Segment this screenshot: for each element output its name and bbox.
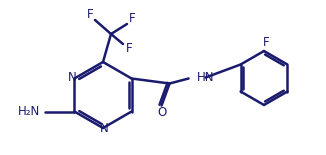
Text: F: F: [87, 7, 93, 20]
Text: F: F: [263, 35, 269, 49]
Text: O: O: [157, 106, 166, 119]
Text: F: F: [129, 11, 135, 24]
Text: N: N: [100, 122, 108, 135]
Text: N: N: [68, 71, 77, 84]
Text: HN: HN: [197, 71, 214, 84]
Text: H₂N: H₂N: [18, 105, 40, 118]
Text: F: F: [126, 42, 132, 55]
